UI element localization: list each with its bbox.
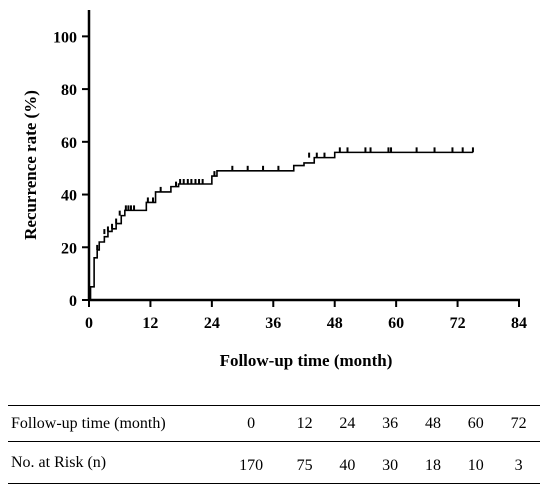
at-risk-cell: 40 bbox=[339, 456, 356, 474]
time-cell: 60 bbox=[467, 414, 484, 432]
at-risk-cell: 10 bbox=[467, 456, 484, 474]
at-risk-cell: 75 bbox=[296, 456, 313, 474]
x-tick-label: 60 bbox=[388, 315, 404, 332]
time-cell: 24 bbox=[339, 414, 356, 432]
x-tick-label: 48 bbox=[327, 315, 343, 332]
x-tick-label: 72 bbox=[450, 315, 466, 332]
y-tick-label: 100 bbox=[53, 29, 77, 46]
censor-marks bbox=[96, 147, 474, 250]
risk-table-time-row: Follow-up time (month) 0 12 24 36 48 60 … bbox=[8, 405, 540, 442]
at-risk-cell: 18 bbox=[424, 456, 441, 474]
risk-row-label: No. at Risk (n) bbox=[11, 453, 107, 471]
y-tick-label: 80 bbox=[61, 82, 77, 99]
x-tick-label: 84 bbox=[511, 315, 527, 332]
y-tick-label: 40 bbox=[61, 188, 77, 205]
at-risk-cell: 30 bbox=[382, 456, 399, 474]
time-cell: 36 bbox=[382, 414, 399, 432]
risk-table-risk-row: No. at Risk (n) 170 75 40 30 18 10 3 bbox=[8, 441, 540, 484]
y-tick-label: 20 bbox=[61, 240, 77, 257]
x-tick-label: 12 bbox=[142, 315, 158, 332]
recurrence-curve bbox=[89, 151, 473, 301]
at-risk-cell: 3 bbox=[514, 456, 523, 474]
time-cell: 0 bbox=[247, 414, 256, 432]
y-tick-label: 60 bbox=[61, 135, 77, 152]
time-cell: 48 bbox=[424, 414, 441, 432]
time-cell: 72 bbox=[510, 414, 527, 432]
time-row-label: Follow-up time (month) bbox=[11, 414, 166, 432]
x-tick-label: 36 bbox=[265, 315, 281, 332]
risk-table: Follow-up time (month) 0 12 24 36 48 60 … bbox=[8, 405, 540, 484]
time-cell: 12 bbox=[296, 414, 313, 432]
y-tick-label: 0 bbox=[69, 293, 77, 310]
y-axis-title: Recurrence rate (%) bbox=[21, 90, 40, 240]
x-tick-label: 24 bbox=[204, 315, 220, 332]
x-axis-ticks: 0 12 24 36 48 60 72 84 bbox=[85, 300, 527, 332]
km-chart: 0 20 40 60 80 100 0 12 24 36 48 60 72 84 Recurrence … bbox=[21, 10, 527, 370]
y-axis-ticks: 0 20 40 60 80 100 bbox=[53, 29, 89, 310]
x-axis-title: Follow-up time (month) bbox=[220, 351, 393, 370]
x-tick-label: 0 bbox=[85, 315, 93, 332]
at-risk-cell: 170 bbox=[239, 456, 264, 474]
